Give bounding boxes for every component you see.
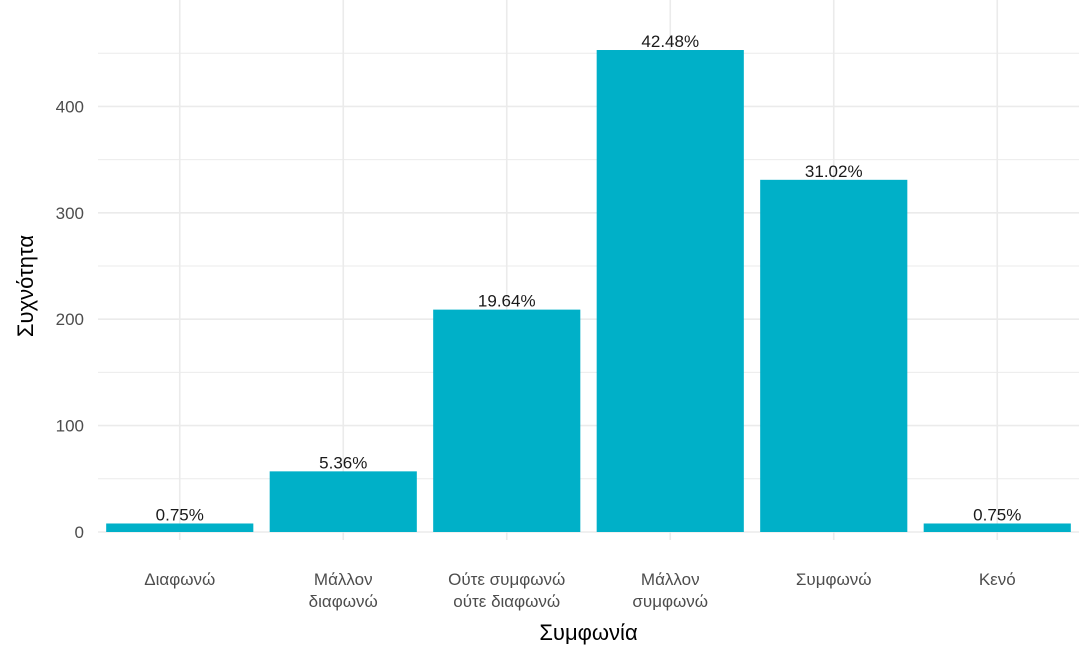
data-labels: 0.75% 5.36% 19.64% 42.48% 31.02% 0.75% bbox=[156, 32, 1022, 524]
y-tick-label: 300 bbox=[56, 204, 84, 223]
bar bbox=[760, 179, 908, 533]
bar bbox=[269, 471, 417, 532]
y-tick-label: 0 bbox=[75, 523, 84, 542]
x-tick-label: Διαφωνώ bbox=[144, 570, 215, 589]
bar bbox=[923, 523, 1071, 532]
x-tick-label: Ούτε συμφωνώ ούτε διαφωνώ bbox=[448, 570, 565, 611]
bar bbox=[596, 50, 744, 533]
x-tick-label: Μάλλον διαφωνώ bbox=[309, 570, 378, 611]
x-axis-title: Συμφωνία bbox=[539, 620, 638, 645]
x-axis-ticks: Διαφωνώ Μάλλον διαφωνώ Ούτε συμφωνώ ούτε δια… bbox=[144, 570, 1015, 611]
bar-value-label: 42.48% bbox=[641, 32, 699, 51]
bars bbox=[106, 50, 1071, 533]
grid-lines bbox=[98, 0, 1079, 540]
x-tick-label: Κενό bbox=[979, 570, 1016, 589]
y-tick-label: 100 bbox=[56, 417, 84, 436]
y-tick-label: 200 bbox=[56, 310, 84, 329]
bar-value-label: 19.64% bbox=[478, 292, 536, 311]
x-tick-label: Μάλλον συμφωνώ bbox=[632, 570, 708, 611]
bar-value-label: 0.75% bbox=[973, 505, 1021, 524]
bar-value-label: 0.75% bbox=[156, 505, 204, 524]
y-tick-label: 400 bbox=[56, 97, 84, 116]
bar bbox=[433, 309, 581, 532]
x-tick-label: Συμφωνώ bbox=[796, 570, 872, 589]
y-axis-ticks: 0 100 200 300 400 bbox=[56, 97, 84, 542]
bar-value-label: 5.36% bbox=[319, 453, 367, 472]
bar-value-label: 31.02% bbox=[805, 162, 863, 181]
bar bbox=[106, 523, 254, 532]
y-axis-title: Συχνότητα bbox=[13, 235, 38, 337]
